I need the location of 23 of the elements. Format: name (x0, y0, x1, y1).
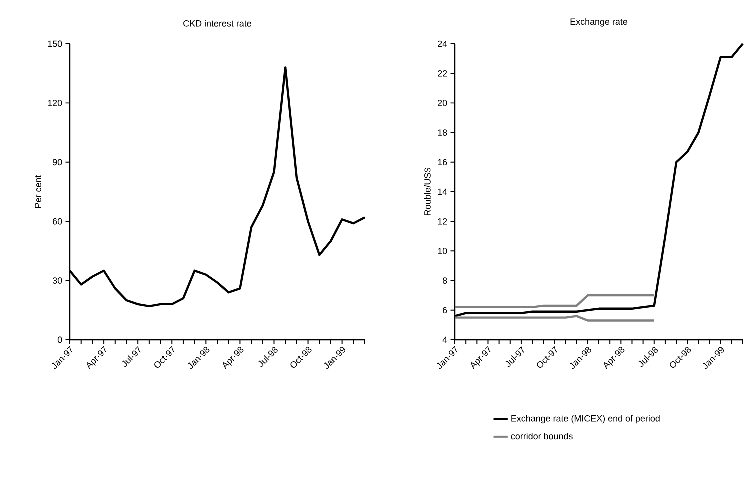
chart-title: Exchange rate (570, 18, 628, 27)
y-tick-label: 8 (442, 278, 448, 284)
y-tick-label: 20 (438, 100, 448, 106)
y-tick-label: 60 (53, 218, 62, 225)
y-tick-label: 4 (442, 336, 448, 344)
y-tick-label: 90 (53, 159, 62, 166)
y-tick-label: 24 (438, 40, 448, 48)
y-tick-label: 30 (52, 278, 62, 284)
y-tick-label: 18 (438, 130, 448, 136)
y-tick-label: 0 (58, 336, 62, 344)
legend-label: corridor bounds (511, 433, 573, 440)
y-tick-label: 22 (438, 70, 448, 77)
y-tick-label: 16 (438, 159, 448, 166)
y-tick-label: 6 (443, 307, 448, 314)
legend-label: Exchange rate (MICEX) end of period (512, 415, 660, 424)
y-tick-label: 10 (438, 248, 448, 254)
chart-title: CKD interest rate (184, 20, 252, 27)
y-tick-label: 120 (48, 100, 62, 106)
y-axis-title: Rouble/US$ (424, 168, 432, 216)
y-tick-label: 150 (48, 40, 62, 48)
y-tick-label: 14 (438, 188, 448, 196)
y-axis-title: Per cent (35, 175, 42, 208)
y-tick-label: 12 (438, 218, 448, 225)
